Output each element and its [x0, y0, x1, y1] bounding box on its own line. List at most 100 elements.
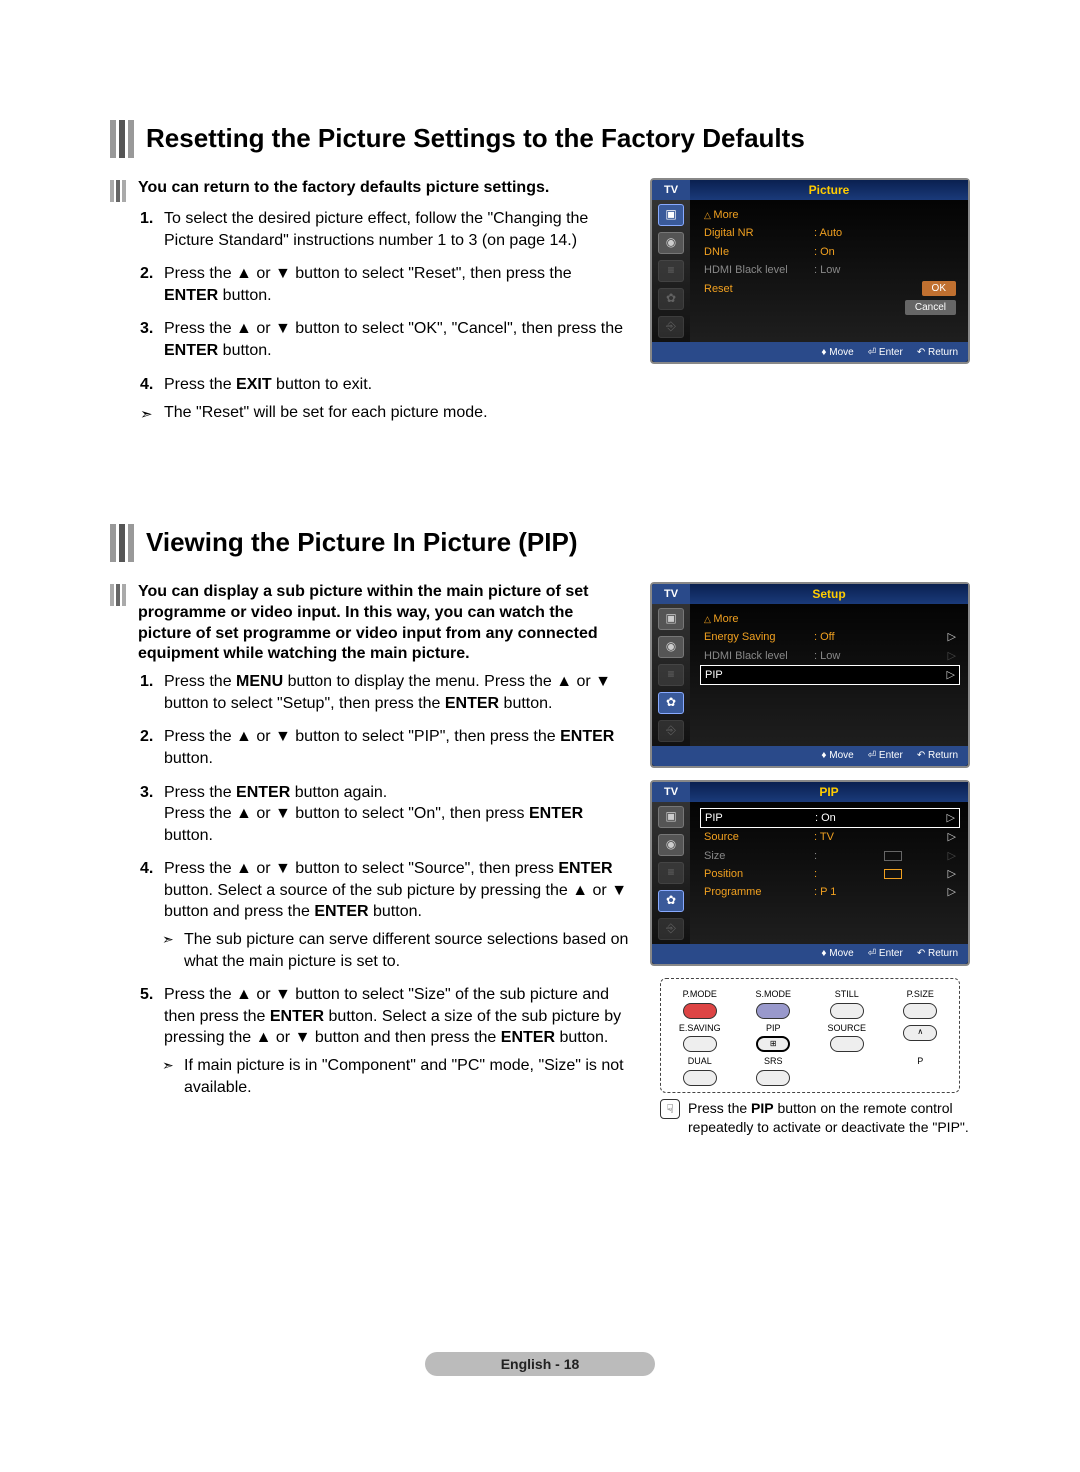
lbl: P.SIZE — [907, 989, 934, 1001]
step2: 2.Press the ▲ or ▼ button to select "Res… — [140, 263, 630, 306]
chevron-right-icon: ▷ — [948, 649, 956, 663]
remote-diagram: P.MODE S.MODE STILL P.SIZE E.SAVING PIP⊞… — [660, 978, 960, 1093]
size-icon — [884, 851, 902, 861]
osd-row-hdmi: HDMI Black level: Low — [700, 261, 960, 279]
bar — [110, 524, 116, 562]
enter-hint: ⏎ Enter — [868, 346, 903, 359]
osd-row-cancel[interactable]: Cancel — [700, 298, 960, 317]
osd-setup: TV Setup ▣ ◉ ≡ ✿ ⎆ More Energy Saving: O… — [650, 582, 970, 768]
source-key[interactable] — [830, 1036, 864, 1052]
osd-more[interactable]: More — [700, 610, 960, 628]
up-key[interactable]: ∧ — [903, 1025, 937, 1041]
enter-hint: ⏎ Enter — [868, 947, 903, 960]
section2-title-wrap: Viewing the Picture In Picture (PIP) — [110, 524, 980, 562]
still-key[interactable] — [830, 1003, 864, 1019]
move-hint: ♦ Move — [821, 947, 853, 960]
osd-row-digitalnr[interactable]: Digital NR: Auto — [700, 224, 960, 242]
input-icon[interactable]: ⎆ — [658, 720, 684, 742]
picture-icon[interactable]: ▣ — [658, 608, 684, 630]
lbl: P.MODE — [683, 989, 717, 1001]
channel-icon[interactable]: ≡ — [658, 664, 684, 686]
step3: 3.Press the ▲ or ▼ button to select "OK"… — [140, 318, 630, 361]
bar — [122, 180, 126, 202]
bar — [110, 180, 114, 202]
bar — [110, 584, 114, 606]
channel-icon[interactable]: ≡ — [658, 862, 684, 884]
sound-icon[interactable]: ◉ — [658, 636, 684, 658]
esaving-key[interactable] — [683, 1036, 717, 1052]
move-hint: ♦ Move — [821, 749, 853, 762]
section2-lead: You can display a sub picture within the… — [138, 582, 630, 665]
picture-icon[interactable]: ▣ — [658, 806, 684, 828]
bar — [128, 120, 134, 158]
s2-step5: 5.Press the ▲ or ▼ button to select "Siz… — [140, 984, 630, 1098]
setup-icon[interactable]: ✿ — [658, 692, 684, 714]
section1-lead-wrap: You can return to the factory defaults p… — [110, 178, 630, 202]
setup-icon[interactable]: ✿ — [658, 288, 684, 310]
lbl: SOURCE — [827, 1023, 866, 1035]
return-hint: ↶ Return — [917, 947, 958, 960]
osd-row-pip-on[interactable]: PIP: On▷ — [700, 808, 960, 828]
chevron-right-icon: ▷ — [948, 830, 956, 844]
osd-title: PIP — [690, 782, 968, 802]
dual-key[interactable] — [683, 1070, 717, 1086]
bar — [119, 524, 125, 562]
osd-footer: ♦ Move ⏎ Enter ↶ Return — [652, 342, 968, 362]
osd-row-source[interactable]: Source: TV▷ — [700, 828, 960, 846]
s2-step4: 4.Press the ▲ or ▼ button to select "Sou… — [140, 858, 630, 972]
input-icon[interactable]: ⎆ — [658, 918, 684, 940]
sound-icon[interactable]: ◉ — [658, 232, 684, 254]
position-icon — [884, 869, 902, 879]
section1-title: Resetting the Picture Settings to the Fa… — [146, 122, 805, 156]
step4: 4.Press the EXIT button to exit. — [140, 374, 630, 396]
s2-step1: 1.Press the MENU button to display the m… — [140, 671, 630, 714]
chevron-right-icon: ▷ — [948, 630, 956, 644]
osd-row-reset[interactable]: Reset OK — [700, 279, 960, 298]
osd-pip: TV PIP ▣ ◉ ≡ ✿ ⎆ PIP: On▷ Source: TV▷ Si… — [650, 780, 970, 966]
osd-tv-label: TV — [652, 584, 690, 604]
srs-key[interactable] — [756, 1070, 790, 1086]
section2-lead-wrap: You can display a sub picture within the… — [110, 582, 630, 665]
s2-step3: 3.Press the ENTER button again.Press the… — [140, 782, 630, 847]
osd-picture: TV Picture ▣ ◉ ≡ ✿ ⎆ More Digital NR: Au… — [650, 178, 970, 364]
osd-row-energy[interactable]: Energy Saving: Off▷ — [700, 628, 960, 646]
chevron-right-icon: ▷ — [947, 811, 955, 825]
osd-row-pip[interactable]: PIP▷ — [700, 665, 960, 685]
section1-lead: You can return to the factory defaults p… — [138, 178, 549, 202]
ok-button[interactable]: OK — [922, 281, 956, 296]
osd-row-programme[interactable]: Programme: P 1▷ — [700, 883, 960, 901]
lbl: P — [917, 1056, 923, 1068]
section2-steps: 1.Press the MENU button to display the m… — [110, 671, 630, 1098]
chevron-right-icon: ▷ — [948, 867, 956, 881]
picture-icon[interactable]: ▣ — [658, 204, 684, 226]
lbl: PIP — [766, 1023, 781, 1035]
lbl: S.MODE — [755, 989, 791, 1001]
remote-icon: ☟ — [660, 1099, 680, 1119]
osd-tv-label: TV — [652, 180, 690, 200]
step1-text: To select the desired picture effect, fo… — [164, 210, 588, 249]
section1-steps: 1.To select the desired picture effect, … — [110, 208, 630, 395]
channel-icon[interactable]: ≡ — [658, 260, 684, 282]
setup-icon[interactable]: ✿ — [658, 890, 684, 912]
osd-row-dnie[interactable]: DNIe: On — [700, 243, 960, 261]
pip-key[interactable]: ⊞ — [756, 1036, 790, 1052]
osd-title: Picture — [690, 180, 968, 200]
bar — [119, 120, 125, 158]
smode-key[interactable] — [756, 1003, 790, 1019]
input-icon[interactable]: ⎆ — [658, 316, 684, 338]
enter-hint: ⏎ Enter — [868, 749, 903, 762]
psize-key[interactable] — [903, 1003, 937, 1019]
chevron-right-icon: ▷ — [948, 885, 956, 899]
move-hint: ♦ Move — [821, 346, 853, 359]
return-hint: ↶ Return — [917, 749, 958, 762]
sound-icon[interactable]: ◉ — [658, 834, 684, 856]
lbl: DUAL — [688, 1056, 712, 1068]
bar — [122, 584, 126, 606]
lbl: SRS — [764, 1056, 783, 1068]
cancel-button[interactable]: Cancel — [905, 300, 956, 315]
osd-row-position[interactable]: Position: ▷ — [700, 865, 960, 883]
osd-title: Setup — [690, 584, 968, 604]
osd-more[interactable]: More — [700, 206, 960, 224]
osd-row-size: Size: ▷ — [700, 847, 960, 865]
pmode-key[interactable] — [683, 1003, 717, 1019]
